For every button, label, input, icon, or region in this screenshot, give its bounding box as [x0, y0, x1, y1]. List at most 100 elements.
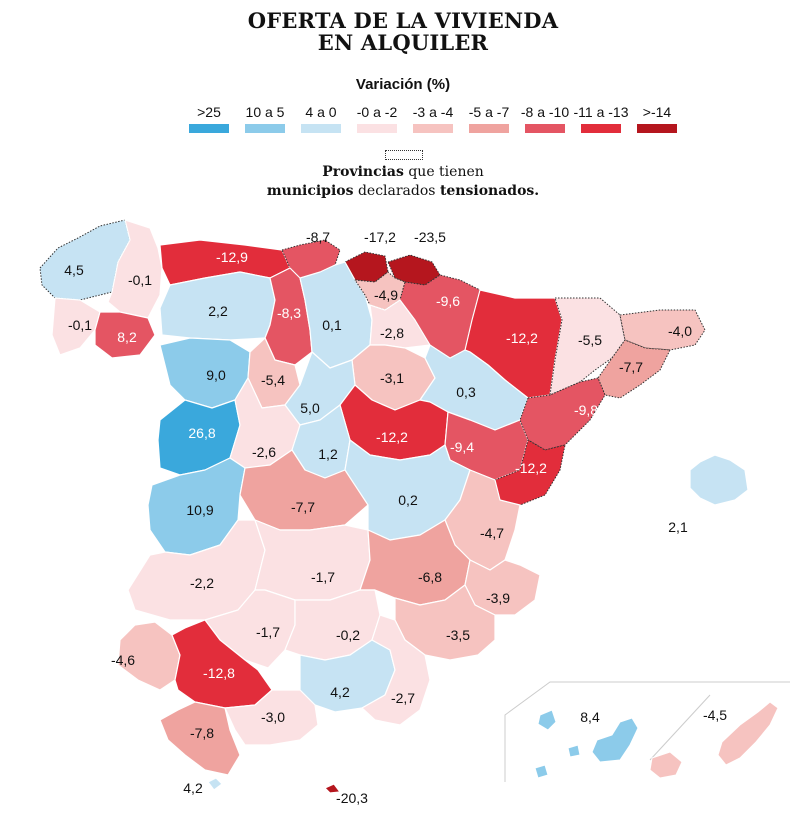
province-labels: 4,5 -0,1 -12,9 -8,7 -17,2 -23,5 -0,1 8,2 2,2 -8,3… [64, 229, 727, 806]
province-27 [519, 377, 606, 451]
province-value-label: -12,2 [515, 460, 547, 476]
province-value-label: 26,8 [188, 425, 215, 441]
legend-item: >-14 [626, 104, 688, 133]
province-value-label: -5,4 [261, 372, 285, 388]
canarias-inset-frame [504, 681, 790, 782]
province-value-label: 4,5 [64, 262, 84, 278]
province-value-label: -12,2 [506, 330, 538, 346]
province-value-label: -2,7 [391, 690, 415, 706]
legend-swatch [357, 124, 397, 133]
legend-item: -3 a -4 [402, 104, 464, 133]
legend-swatch [581, 124, 621, 133]
legend-item: 4 a 0 [290, 104, 352, 133]
province-15 [619, 309, 706, 351]
province-value-label: -0,2 [336, 627, 360, 643]
legend-swatch [637, 124, 677, 133]
province-value-label: -7,7 [291, 499, 315, 515]
map-title-line1: OFERTA DE LA VIVIENDA [247, 8, 559, 33]
province-value-label: -3,1 [380, 370, 404, 386]
legend-label: 4 a 0 [305, 104, 337, 120]
province-value-label: -7,7 [619, 359, 643, 375]
province-45 [361, 614, 431, 726]
legend-item: -5 a -7 [458, 104, 520, 133]
province-value-label: -0,1 [128, 272, 152, 288]
province-value-label: 0,2 [398, 492, 418, 508]
province-value-label: -6,8 [418, 569, 442, 585]
legend-label: -5 a -7 [468, 104, 510, 120]
province-value-label: 4,2 [330, 684, 350, 700]
legend-swatch [413, 124, 453, 133]
province-value-label: 2,1 [668, 519, 688, 535]
legend-label: -3 a -4 [412, 104, 454, 120]
province-value-label: -3,9 [486, 590, 510, 606]
province-value-label: -4,9 [374, 287, 398, 303]
province-value-label: -2,6 [252, 444, 276, 460]
tensioned-legend-note: Provincias que tienen municipios declara… [0, 163, 806, 201]
province-value-label: -20,3 [336, 790, 368, 806]
legend-swatch [301, 124, 341, 133]
province-value-label: -4,0 [668, 323, 692, 339]
province-value-label: -3,0 [261, 709, 285, 725]
legend-label: -0 a -2 [356, 104, 398, 120]
province-value-label: -23,5 [414, 229, 446, 245]
province-50 [537, 709, 557, 731]
tens-note-tensionados: tensionados. [439, 183, 540, 199]
province-50-b [591, 717, 639, 763]
province-value-label: -4,7 [480, 525, 504, 541]
province-value-label: 2,2 [208, 303, 228, 319]
province-value-label: -12,2 [376, 429, 408, 445]
province-9 [264, 267, 313, 366]
province-value-label: 5,0 [300, 400, 320, 416]
province-value-label: -8,7 [306, 229, 330, 245]
canarias-inset [504, 681, 790, 782]
province-value-label: -0,1 [68, 317, 92, 333]
province-value-label: -1,7 [311, 569, 335, 585]
legend-item: -8 a -10 [514, 104, 576, 133]
province-value-label: -3,5 [446, 627, 470, 643]
province-value-label: 4,2 [183, 780, 203, 796]
map-title-line2: EN ALQUILER [317, 30, 489, 55]
province-16 [369, 299, 431, 349]
province-36 [254, 519, 371, 601]
province-50-d [567, 744, 581, 758]
province-value-label: -7,8 [190, 725, 214, 741]
province-value-label: 10,9 [186, 502, 213, 518]
province-21 [597, 339, 671, 399]
province-6 [51, 297, 101, 356]
province-value-label: -9,8 [574, 402, 598, 418]
legend-item: >25 [178, 104, 240, 133]
province-value-label: -1,7 [256, 624, 280, 640]
province-value-label: -5,5 [578, 332, 602, 348]
legend-label: -8 a -10 [520, 104, 570, 120]
province-value-label: 0,1 [322, 317, 342, 333]
province-value-label: -4,5 [703, 707, 727, 723]
province-7 [94, 311, 156, 359]
legend-swatch [469, 124, 509, 133]
province-value-label: 8,4 [580, 709, 600, 725]
legend-label: 10 a 5 [245, 104, 285, 120]
province-50-c [534, 764, 549, 779]
province-46 [159, 701, 241, 776]
province-33 [689, 454, 749, 506]
province-51 [649, 751, 683, 779]
province-value-label: 1,2 [318, 446, 338, 462]
legend-swatch [245, 124, 285, 133]
province-48 [207, 777, 223, 791]
province-value-label: -2,2 [190, 575, 214, 591]
province-value-label: -12,9 [216, 249, 248, 265]
province-51-b [717, 701, 779, 766]
province-value-label: 8,2 [117, 329, 137, 345]
legend-title: Variación (%) [355, 76, 451, 93]
legend-label: >25 [197, 104, 221, 120]
province-value-label: -17,2 [364, 229, 396, 245]
province-value-label: -8,3 [277, 305, 301, 321]
legend-label: -11 a -13 [573, 104, 629, 120]
province-value-label: -12,8 [203, 665, 235, 681]
canarias-divider [649, 694, 711, 761]
province-value-label: 0,3 [456, 384, 476, 400]
tensioned-legend-swatch [385, 150, 423, 160]
province-value-label: -4,6 [111, 652, 135, 668]
legend-label: >-14 [642, 104, 672, 120]
province-14 [549, 297, 626, 396]
